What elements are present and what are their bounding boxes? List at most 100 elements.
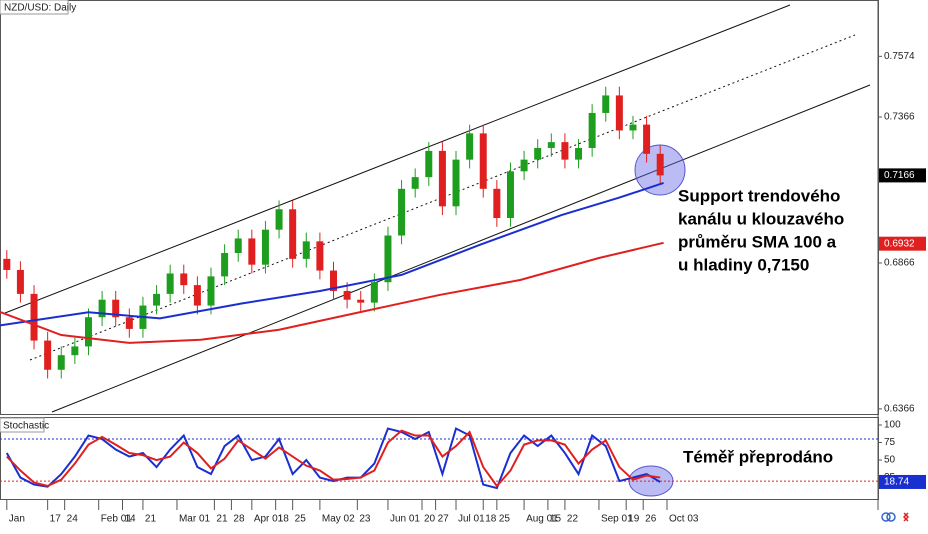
x-tick-label: Aug 01 — [526, 514, 558, 525]
candle-body — [466, 133, 474, 160]
price-marker-label: 0.6932 — [884, 238, 915, 249]
x-tick-label: 19 — [628, 514, 640, 525]
x-tick-label: 28 — [233, 514, 245, 525]
candle-body — [357, 299, 365, 303]
candle-body — [493, 188, 501, 219]
x-tick-label: Oct 03 — [669, 514, 699, 525]
price-marker — [879, 474, 926, 489]
candle-body — [398, 188, 406, 236]
y-tick-label: 0.7366 — [884, 112, 915, 123]
candle-body — [615, 95, 623, 131]
annotation: průměru SMA 100 a — [678, 232, 837, 251]
candle-body — [343, 290, 351, 300]
candle-body — [166, 273, 174, 294]
y-tick-label: 0.7574 — [884, 51, 915, 62]
candle-body — [479, 133, 487, 189]
candle-body — [643, 124, 651, 154]
x-tick-label: Feb 01 — [101, 514, 133, 525]
x-tick-label: 18 — [485, 514, 497, 525]
annotation: kanálu u klouzavého — [678, 209, 844, 228]
candle-body — [534, 147, 542, 160]
candle-body — [221, 253, 229, 277]
y-tick-label: 0.6366 — [884, 404, 915, 415]
y-tick-label: 75 — [884, 437, 896, 448]
candle-body — [452, 159, 460, 207]
price-marker — [879, 168, 926, 183]
candle-body — [234, 238, 242, 254]
candle-body — [289, 209, 297, 259]
x-tick-label: 18 — [278, 514, 290, 525]
y-tick-label: 100 — [884, 420, 901, 431]
candle-body — [3, 258, 11, 270]
series-line — [0, 241, 664, 344]
x-tick-label: Mar 01 — [179, 514, 211, 525]
series-line — [5, 427, 661, 490]
annotation: Téměř přeprodáno — [683, 447, 833, 466]
candle-body — [207, 276, 215, 306]
candle-body — [602, 95, 610, 113]
series-line — [6, 429, 661, 488]
price-marker-label: 18.74 — [884, 477, 909, 488]
price-marker-label: 0.7166 — [884, 170, 915, 181]
price-marker — [879, 236, 926, 251]
chart-title: NZD/USD: Daily — [4, 3, 76, 14]
annotation: u hladiny 0,7150 — [678, 255, 809, 274]
candle-body — [16, 269, 24, 294]
x-tick-label: Apr 01 — [254, 514, 284, 525]
candle-body — [547, 142, 555, 148]
candle-body — [153, 293, 161, 306]
candle-body — [438, 150, 446, 207]
x-tick-label: 15 — [550, 514, 562, 525]
x-tick-label: 20 — [424, 514, 436, 525]
candle-body — [193, 285, 201, 306]
x-tick-label: 26 — [645, 514, 657, 525]
candle-body — [248, 238, 256, 265]
x-tick-label: 17 — [50, 514, 62, 525]
x-tick-label: Sep 01 — [601, 514, 633, 525]
x-tick-label: 25 — [499, 514, 511, 525]
candle-body — [575, 147, 583, 160]
candle-body — [330, 270, 338, 291]
candle-body — [84, 317, 92, 347]
x-tick-label: 22 — [567, 514, 579, 525]
candle-body — [112, 299, 120, 318]
x-tick-label: May 02 — [322, 514, 355, 525]
candle-body — [411, 177, 419, 189]
x-tick-label: 24 — [67, 514, 79, 525]
x-tick-label: 25 — [295, 514, 307, 525]
x-tick-label: Jan — [9, 514, 25, 525]
candle-body — [125, 317, 133, 329]
candle-body — [261, 229, 269, 265]
x-tick-label: 27 — [438, 514, 450, 525]
candle-body — [520, 159, 528, 172]
annotation: Support trendového — [678, 186, 840, 205]
candle-body — [44, 340, 52, 370]
candle-body — [370, 282, 378, 303]
series-line — [0, 182, 664, 327]
channel-lower — [51, 84, 871, 413]
channel-upper — [4, 4, 791, 314]
x-tick-label: 14 — [125, 514, 137, 525]
candle-body — [588, 112, 596, 148]
x-tick-label: Jun 01 — [390, 514, 420, 525]
icons[interactable] — [881, 512, 910, 522]
title-box — [0, 0, 69, 15]
candle-body — [656, 153, 664, 176]
candle-body — [71, 346, 79, 356]
candle-body — [384, 235, 392, 283]
candle-body — [629, 124, 637, 131]
y-tick-label: 0.6866 — [884, 258, 915, 269]
panel-title: Stochastic — [3, 421, 49, 432]
y-tick-label: 50 — [884, 455, 896, 466]
candle-body — [275, 209, 283, 230]
title-box — [0, 417, 45, 433]
candle-body — [561, 142, 569, 160]
price-panel — [0, 0, 879, 415]
candle-body — [316, 241, 324, 271]
x-tick-label: 21 — [216, 514, 228, 525]
highlight-circle — [628, 465, 674, 497]
candle-body — [30, 293, 38, 341]
candle-body — [180, 273, 188, 286]
x-tick-label: Jul 01 — [458, 514, 485, 525]
